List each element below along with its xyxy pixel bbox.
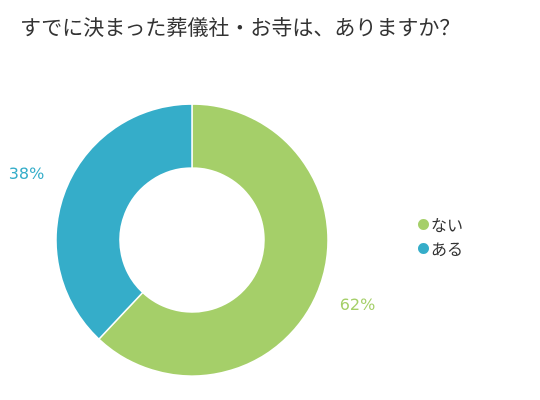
legend-item-aru[interactable]: ある: [418, 236, 463, 260]
legend-label-nai: ない: [431, 216, 464, 235]
legend-item-nai[interactable]: ない: [418, 212, 463, 236]
data-label-aru: 38%: [9, 164, 45, 183]
legend-marker-aru: [418, 242, 429, 254]
legend-label-aru: ある: [431, 240, 464, 259]
legend-marker-nai: [418, 218, 429, 230]
chart-title: すでに決まった葬儀社・お寺は、ありますか？: [20, 16, 461, 40]
donut-slice-aru[interactable]: [55, 103, 193, 341]
donut-slice-nai[interactable]: [97, 103, 329, 377]
data-label-nai: 62%: [340, 295, 376, 314]
chart-legend: ない ある: [418, 212, 463, 260]
